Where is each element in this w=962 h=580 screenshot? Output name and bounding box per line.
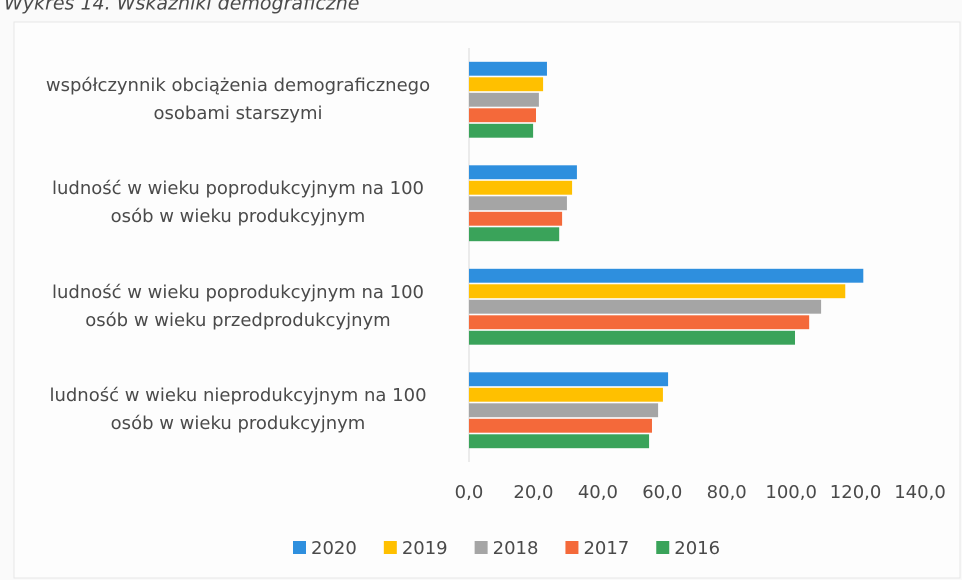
bar xyxy=(469,299,822,314)
legend-label: 2019 xyxy=(402,538,448,559)
x-tick-label: 120,0 xyxy=(830,482,882,503)
bar xyxy=(469,284,846,299)
legend-swatch xyxy=(383,541,397,554)
legend-swatch xyxy=(293,541,306,554)
category-label: ludność w wieku poprodukcyjnym na 100 os… xyxy=(51,178,424,228)
bar xyxy=(469,211,563,226)
bar xyxy=(469,180,573,195)
legend-swatch xyxy=(656,541,670,554)
x-tick-label: 20,0 xyxy=(513,482,553,503)
bar xyxy=(469,123,534,138)
legend-swatch xyxy=(565,541,579,554)
chart-title: Wykres 14. Wskaźniki demograficzne xyxy=(4,0,360,15)
x-tick-label: 80,0 xyxy=(707,482,747,503)
bar xyxy=(469,387,663,402)
category-label: współczynnik obciążenia demograficznego … xyxy=(45,74,431,124)
bar xyxy=(469,92,539,107)
legend-label: 2020 xyxy=(311,538,357,559)
x-tick-label: 60,0 xyxy=(642,482,682,503)
x-tick-label: 40,0 xyxy=(578,482,618,503)
bar xyxy=(469,227,560,242)
x-tick-label: 140,0 xyxy=(894,482,946,503)
x-tick-label: 100,0 xyxy=(765,482,817,503)
bar xyxy=(469,330,796,345)
bar xyxy=(469,418,652,433)
category-label: ludność w wieku nieprodukcyjnym na 100 o… xyxy=(49,385,427,435)
legend-label: 2017 xyxy=(583,538,629,559)
x-tick-label: 0,0 xyxy=(455,482,484,503)
bar xyxy=(469,61,547,76)
bar xyxy=(469,434,650,449)
bar xyxy=(469,403,659,418)
bar xyxy=(469,165,577,180)
bar xyxy=(469,108,537,123)
legend-swatch xyxy=(474,541,488,554)
bar xyxy=(469,268,864,283)
category-label: ludność w wieku poprodukcyjnym na 100 os… xyxy=(51,281,424,331)
bar xyxy=(469,372,669,387)
legend-label: 2018 xyxy=(493,538,539,559)
bar xyxy=(469,77,544,92)
legend-label: 2016 xyxy=(674,538,720,559)
bar xyxy=(469,315,810,330)
bar xyxy=(469,196,567,211)
